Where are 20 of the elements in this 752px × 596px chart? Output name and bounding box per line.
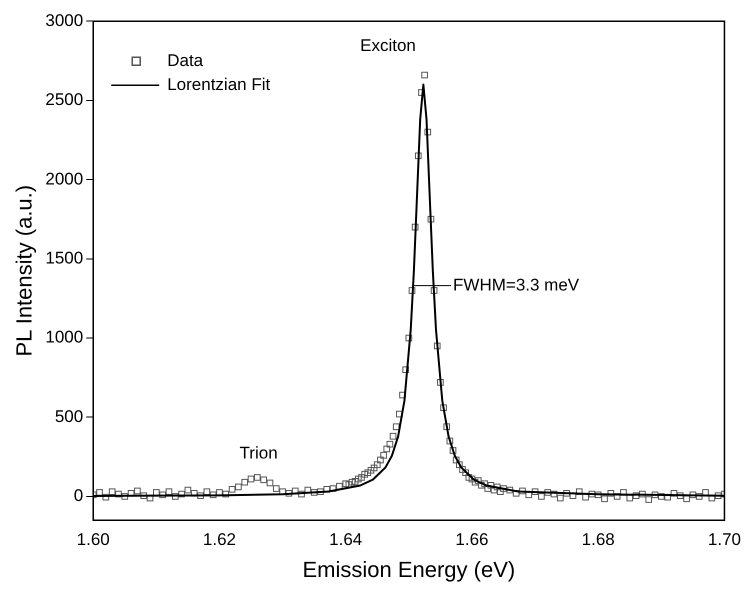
- x-tick-label: 1.64: [329, 530, 362, 550]
- annotation: Trion: [240, 444, 278, 463]
- x-tick-label: 1.62: [202, 530, 236, 550]
- y-tick-label: 500: [54, 406, 84, 426]
- y-tick-label: 3000: [45, 10, 84, 30]
- x-tick-label: 1.60: [76, 530, 110, 550]
- y-tick-label: 2500: [45, 90, 84, 110]
- x-tick-label: 1.70: [708, 530, 742, 550]
- legend-label: Data: [167, 50, 204, 70]
- x-tick-label: 1.66: [455, 530, 489, 550]
- y-tick-label: 0: [74, 486, 84, 506]
- y-tick-label: 1500: [45, 248, 84, 268]
- annotation: FWHM=3.3 meV: [453, 275, 580, 294]
- legend-label: Lorentzian Fit: [167, 74, 270, 94]
- y-axis-title: PL Intensity (a.u.): [11, 184, 36, 357]
- annotation: Exciton: [360, 36, 416, 55]
- x-tick-label: 1.68: [582, 530, 615, 550]
- x-axis-title: Emission Energy (eV): [302, 556, 516, 582]
- y-tick-label: 2000: [45, 169, 84, 188]
- y-tick-label: 1000: [45, 328, 84, 347]
